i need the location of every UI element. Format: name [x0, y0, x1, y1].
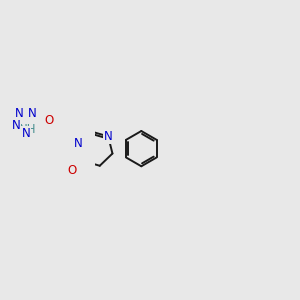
Text: O: O	[44, 114, 53, 127]
Text: N: N	[104, 130, 112, 143]
Text: NH: NH	[19, 123, 37, 136]
Text: O: O	[68, 164, 77, 177]
Text: N: N	[74, 137, 83, 150]
Text: N: N	[22, 127, 31, 140]
Text: N: N	[11, 119, 20, 132]
Text: N: N	[28, 107, 37, 120]
Text: N: N	[15, 107, 24, 120]
